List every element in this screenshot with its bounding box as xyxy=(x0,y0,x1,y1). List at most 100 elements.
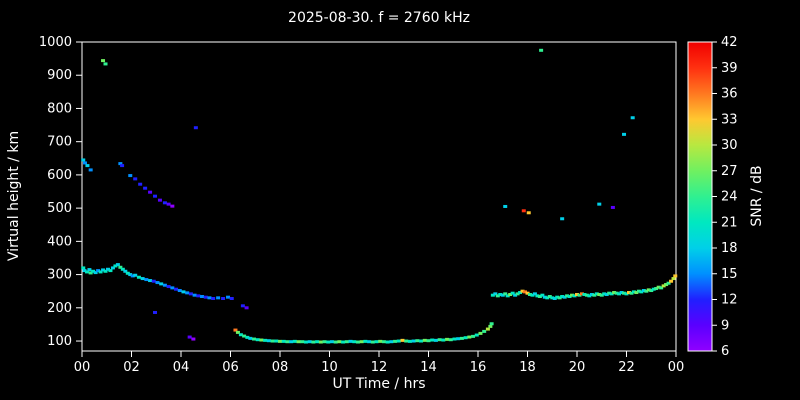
y-tick-label: 900 xyxy=(47,68,72,83)
data-point xyxy=(654,287,659,291)
x-tick-label: 00 xyxy=(668,360,685,375)
data-point xyxy=(411,339,416,343)
x-tick-label: 20 xyxy=(569,360,586,375)
data-point xyxy=(322,340,327,344)
data-point xyxy=(133,177,138,181)
data-point xyxy=(88,271,93,275)
y-tick-label: 500 xyxy=(47,201,72,216)
data-point xyxy=(671,277,676,281)
colorbar-gradient xyxy=(688,42,712,351)
colorbar-tick-label: 36 xyxy=(721,87,738,102)
data-point xyxy=(557,296,562,300)
data-point xyxy=(523,290,528,294)
data-point xyxy=(221,297,226,301)
data-point xyxy=(634,291,639,295)
data-point xyxy=(187,335,192,339)
data-point xyxy=(155,281,160,285)
data-point xyxy=(252,337,257,341)
data-point xyxy=(318,340,323,344)
data-point xyxy=(188,292,193,296)
y-tick-label: 1000 xyxy=(39,35,72,50)
plot-border xyxy=(81,41,677,352)
data-point xyxy=(485,327,490,331)
data-point xyxy=(136,275,141,279)
data-point xyxy=(614,291,619,295)
data-point xyxy=(300,340,305,344)
data-point xyxy=(113,264,118,268)
colorbar-tick-label: 21 xyxy=(721,215,738,230)
data-point xyxy=(153,194,158,198)
x-tick-label: 04 xyxy=(173,360,190,375)
data-point xyxy=(244,306,249,310)
data-point xyxy=(597,293,602,297)
colorbar-tick-label: 33 xyxy=(721,112,738,127)
data-point xyxy=(359,340,364,344)
data-point xyxy=(445,337,450,341)
data-point xyxy=(555,295,560,299)
data-point xyxy=(91,269,96,273)
data-point xyxy=(118,162,123,166)
data-point xyxy=(649,289,654,293)
data-point xyxy=(626,291,631,295)
data-point xyxy=(521,209,526,213)
data-point xyxy=(108,269,113,273)
data-point xyxy=(550,296,555,300)
x-tick-label: 14 xyxy=(420,360,437,375)
data-point xyxy=(577,293,582,297)
data-point xyxy=(537,295,542,299)
data-point xyxy=(508,293,513,297)
data-point xyxy=(673,274,678,278)
data-point xyxy=(666,281,671,285)
data-point xyxy=(207,296,212,300)
data-point xyxy=(333,340,338,344)
data-point xyxy=(82,269,87,273)
data-point xyxy=(607,291,612,295)
data-point xyxy=(307,340,312,344)
data-point xyxy=(153,310,158,314)
x-tick-label: 22 xyxy=(618,360,635,375)
data-point xyxy=(641,289,646,293)
data-point xyxy=(363,339,368,343)
data-point xyxy=(329,340,334,344)
data-point xyxy=(248,336,253,340)
y-tick-label: 600 xyxy=(47,168,72,183)
data-point xyxy=(530,293,535,297)
data-point xyxy=(456,337,461,341)
colorbar-label: SNR / dB xyxy=(749,165,765,227)
data-point xyxy=(610,205,615,209)
data-point xyxy=(636,289,641,293)
data-point xyxy=(422,338,427,342)
y-tick-label: 300 xyxy=(47,268,72,283)
data-point xyxy=(572,294,577,298)
data-point xyxy=(289,340,294,344)
data-point xyxy=(515,292,520,296)
data-point xyxy=(587,294,592,298)
data-point xyxy=(263,338,268,342)
x-tick-label: 08 xyxy=(272,360,289,375)
data-point xyxy=(513,293,518,297)
data-point xyxy=(381,340,386,344)
data-point xyxy=(352,340,357,344)
data-point xyxy=(639,290,644,294)
data-point xyxy=(575,293,579,297)
y-tick-label: 800 xyxy=(47,101,72,116)
y-tick-label: 100 xyxy=(47,334,72,349)
data-point xyxy=(315,340,320,344)
data-point xyxy=(622,132,627,136)
data-point xyxy=(200,295,205,299)
colorbar-tick-label: 9 xyxy=(721,318,729,333)
data-point xyxy=(166,285,171,289)
data-point xyxy=(245,335,250,339)
colorbar-tick-label: 39 xyxy=(721,61,738,76)
x-tick-label: 16 xyxy=(470,360,487,375)
data-point xyxy=(311,340,316,344)
data-point xyxy=(407,339,412,343)
data-point xyxy=(128,174,133,178)
data-point xyxy=(344,340,349,344)
data-point xyxy=(166,202,171,206)
data-point xyxy=(602,292,607,296)
y-axis: 100 200 300 400 500 600 700 800 900 1000 xyxy=(39,35,82,349)
x-tick-label: 12 xyxy=(371,360,388,375)
data-point xyxy=(151,279,156,283)
data-point xyxy=(281,339,286,343)
